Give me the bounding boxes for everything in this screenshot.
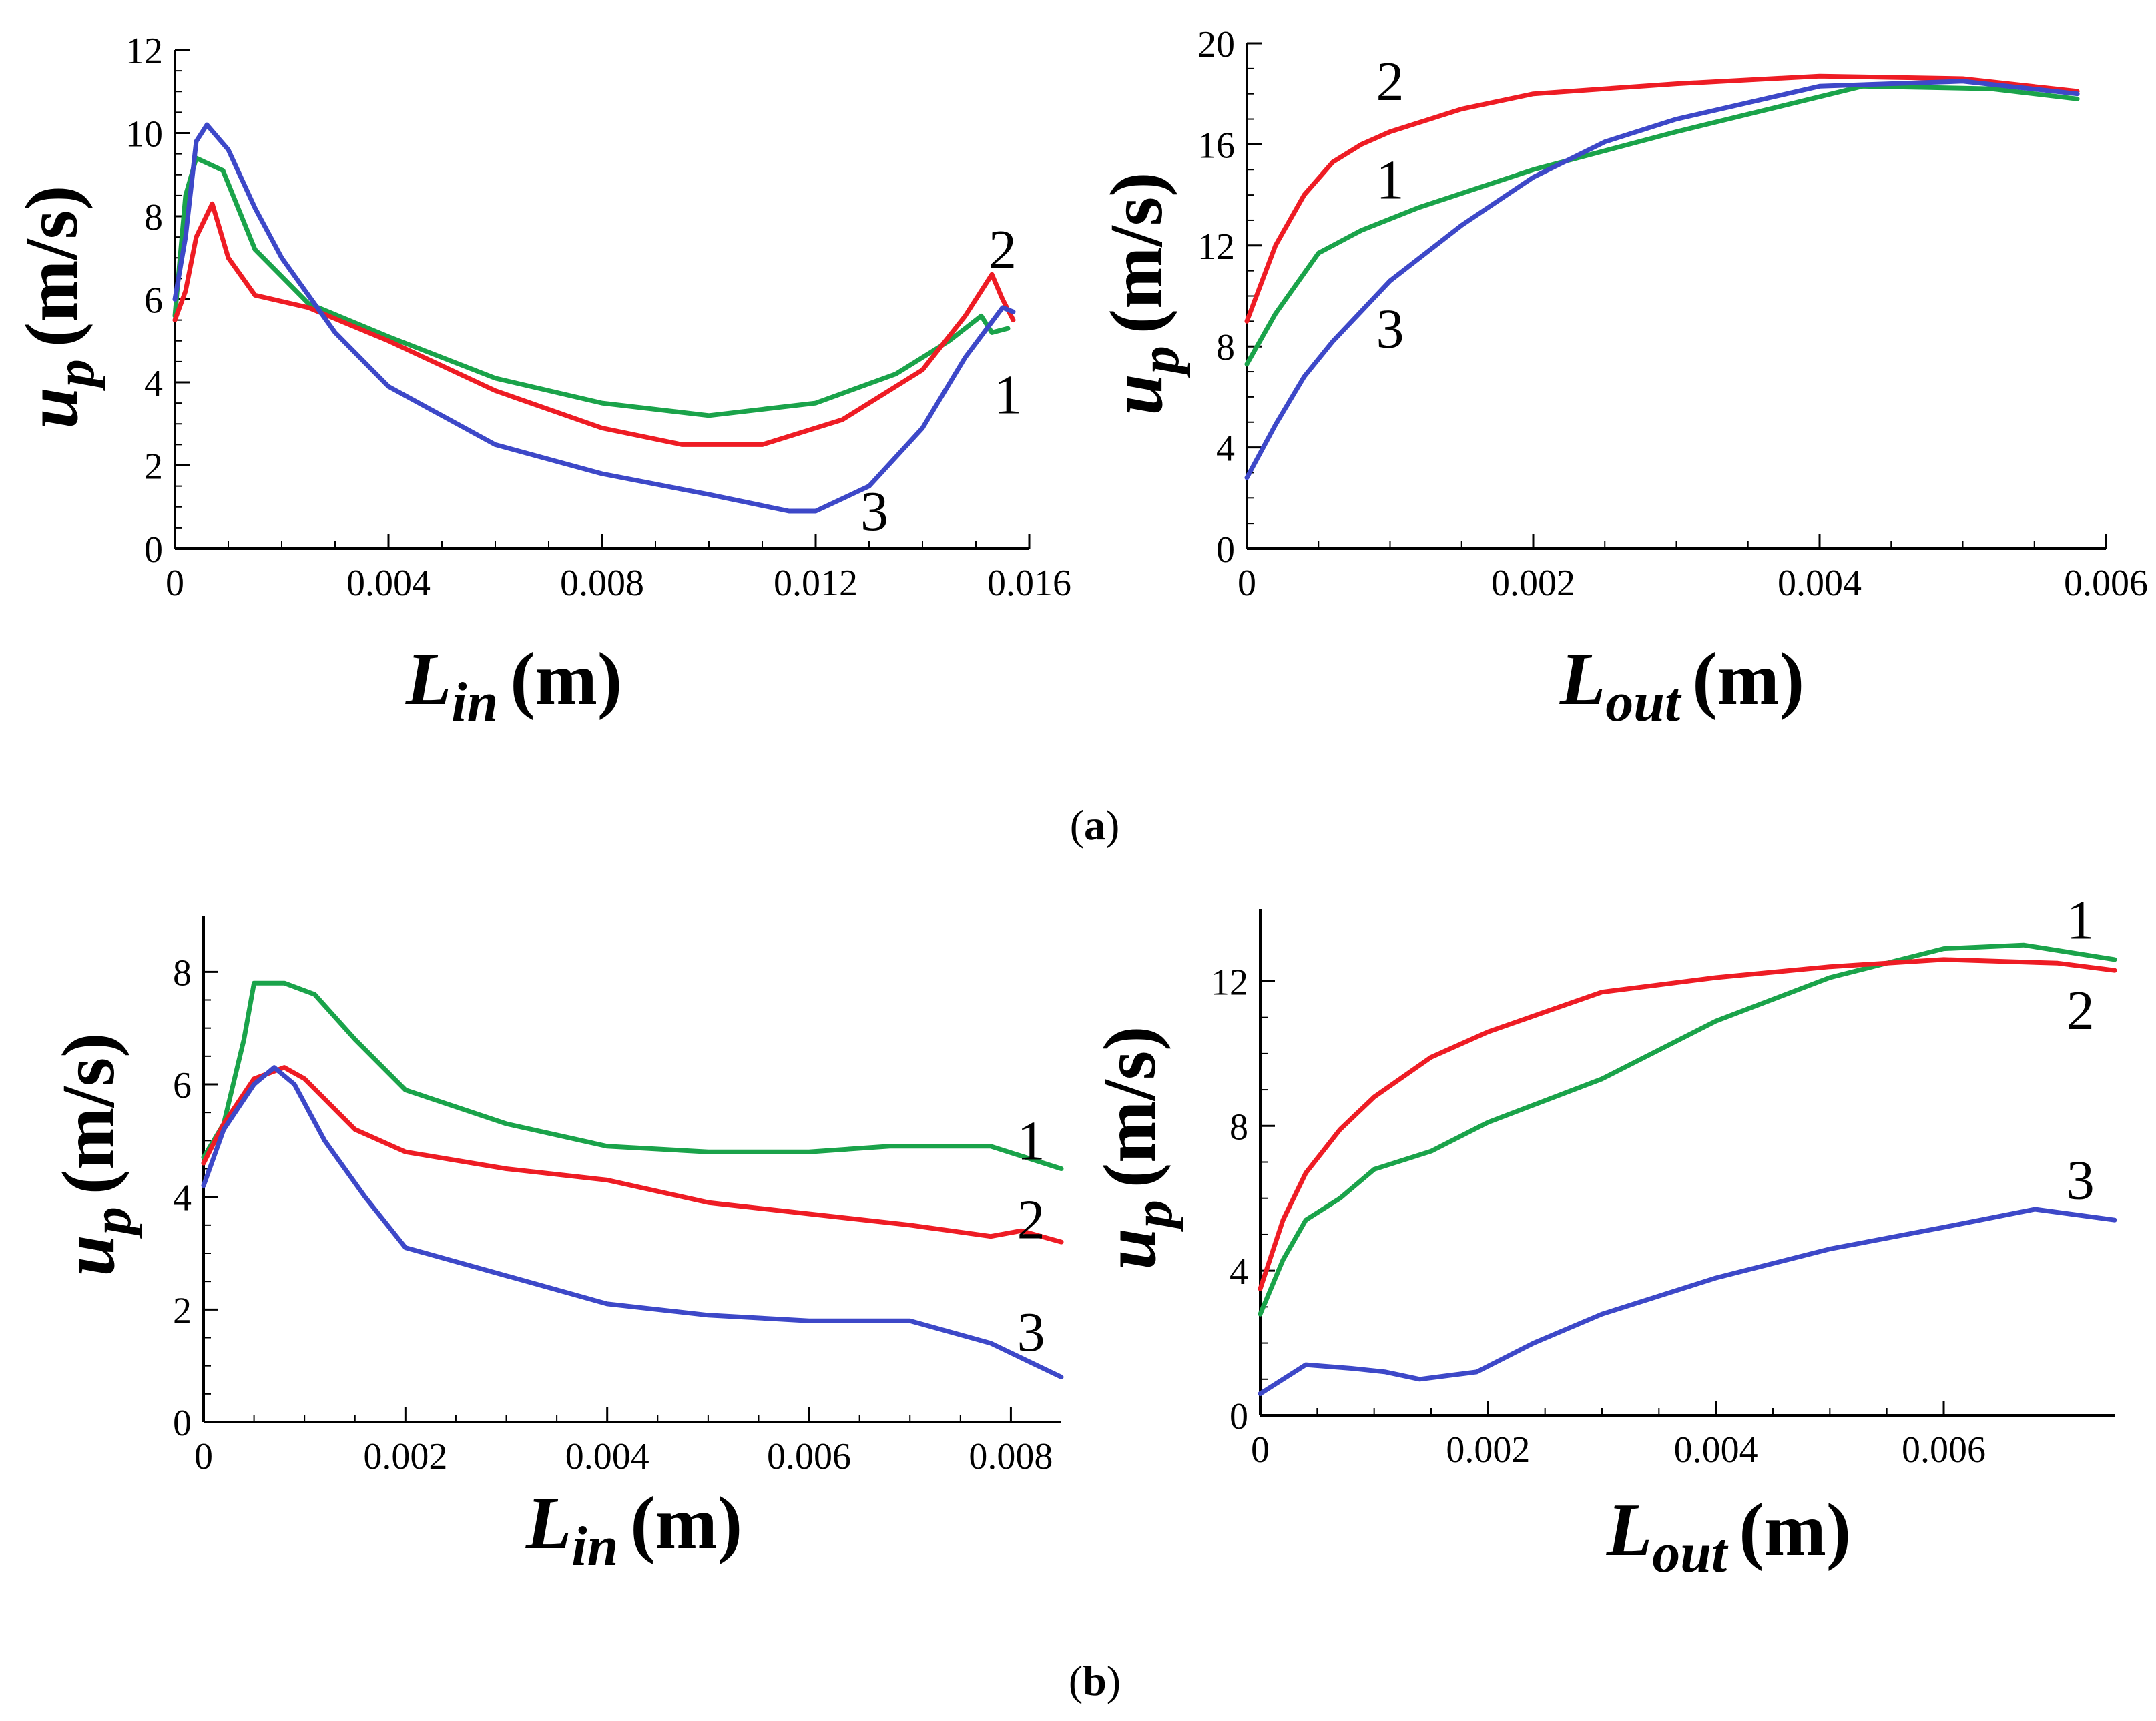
y-tick-label: 0	[173, 1403, 192, 1444]
x-tick-label: 0	[194, 1436, 213, 1477]
x-tick-label: 0.016	[987, 563, 1071, 604]
series-line-1	[1258, 942, 2117, 1317]
y-axis-title: up(m/s)	[47, 1033, 143, 1277]
chart-a-left: 0 0.004 0.008 0.012 0.016 0 2 4 6 8 10 12 2 1 3 Lin (m…	[11, 31, 1071, 733]
y-tick-label: 8	[144, 197, 163, 238]
x-axis-title: Lout (m)	[1559, 638, 1804, 733]
y-tick-label: 20	[1197, 24, 1235, 65]
y-axis-title: up(m/s)	[1095, 172, 1191, 416]
x-axis-title: Lin (m)	[405, 638, 622, 733]
curve-label-3: 3	[860, 480, 888, 543]
series-line-3	[1244, 79, 2080, 480]
chart-a-right: 0 0.002 0.004 0.006 0 4 8 12 16 20 2 1 3 Lout (m) up…	[1095, 24, 2148, 733]
x-axis-title: Lout (m)	[1606, 1489, 1851, 1584]
x-tick-label: 0.004	[346, 563, 431, 604]
x-tick-label: 0.008	[560, 563, 644, 604]
caption-a: (a)	[1070, 801, 1120, 849]
x-tick-label: 0	[1251, 1429, 1270, 1471]
x-tick-label: 0	[1238, 563, 1256, 604]
x-tick-label: 0.006	[1902, 1429, 1986, 1471]
series-line-3	[1258, 1207, 2117, 1396]
curve-label-1: 1	[994, 364, 1022, 426]
x-tick-label: 0	[166, 563, 184, 604]
x-tick-label: 0.002	[363, 1436, 447, 1477]
y-tick-label: 12	[1211, 962, 1248, 1003]
y-tick-label: 0	[1216, 529, 1235, 571]
y-tick-label: 6	[173, 1065, 192, 1106]
curve-label-3: 3	[2067, 1150, 2095, 1212]
x-tick-label: 0.006	[2064, 563, 2148, 604]
y-tick-label: 4	[173, 1178, 192, 1219]
y-tick-label: 8	[1230, 1106, 1248, 1148]
y-tick-label: 4	[144, 363, 163, 404]
y-tick-label: 2	[173, 1290, 192, 1331]
curve-label-1: 1	[2067, 889, 2095, 951]
curve-label-1: 1	[1376, 149, 1404, 211]
y-tick-label: 16	[1197, 125, 1235, 166]
y-tick-label: 10	[125, 114, 163, 155]
x-tick-label: 0.002	[1446, 1429, 1530, 1471]
y-tick-label: 12	[1197, 226, 1235, 268]
series-line-1	[172, 155, 1011, 418]
x-tick-label: 0.004	[1674, 1429, 1758, 1471]
y-tick-label: 6	[144, 280, 163, 322]
series-line-2	[1244, 73, 2080, 324]
series-line-3	[201, 1065, 1064, 1379]
curve-label-2: 2	[989, 219, 1017, 281]
x-tick-label: 0.002	[1491, 563, 1575, 604]
y-tick-label: 2	[144, 446, 163, 488]
y-tick-label: 0	[144, 529, 163, 571]
caption-b: (b)	[1069, 1657, 1121, 1704]
x-tick-label: 0.006	[767, 1436, 851, 1477]
chart-b-left: 0 0.002 0.004 0.006 0.008 0 2 4 6 8 1 2 3 Lin (m) up…	[47, 916, 1064, 1578]
y-tick-label: 12	[125, 31, 163, 72]
x-tick-label: 0.012	[774, 563, 858, 604]
curve-label-2: 2	[2067, 980, 2095, 1042]
y-tick-label: 4	[1230, 1251, 1248, 1293]
series-line-2	[172, 201, 1016, 447]
series-line-2	[1258, 957, 2117, 1291]
y-tick-label: 0	[1230, 1396, 1248, 1437]
curve-label-2: 2	[1017, 1188, 1045, 1251]
series-line-3	[172, 122, 1016, 514]
series-line-1	[201, 980, 1064, 1171]
series-line-1	[1244, 83, 2080, 367]
curve-label-2: 2	[1376, 51, 1404, 113]
y-tick-label: 4	[1216, 428, 1235, 470]
curve-label-1: 1	[1017, 1110, 1045, 1172]
curve-label-3: 3	[1376, 298, 1404, 360]
curve-label-3: 3	[1017, 1301, 1045, 1363]
x-tick-label: 0.004	[565, 1436, 649, 1477]
x-tick-label: 0.004	[1778, 563, 1862, 604]
x-tick-label: 0.008	[969, 1436, 1053, 1477]
y-axis-title: up(m/s)	[11, 186, 106, 429]
y-axis-title: up(m/s)	[1089, 1026, 1184, 1270]
y-tick-label: 8	[173, 952, 192, 994]
x-axis-title: Lin (m)	[525, 1482, 742, 1578]
y-tick-label: 8	[1216, 327, 1235, 368]
